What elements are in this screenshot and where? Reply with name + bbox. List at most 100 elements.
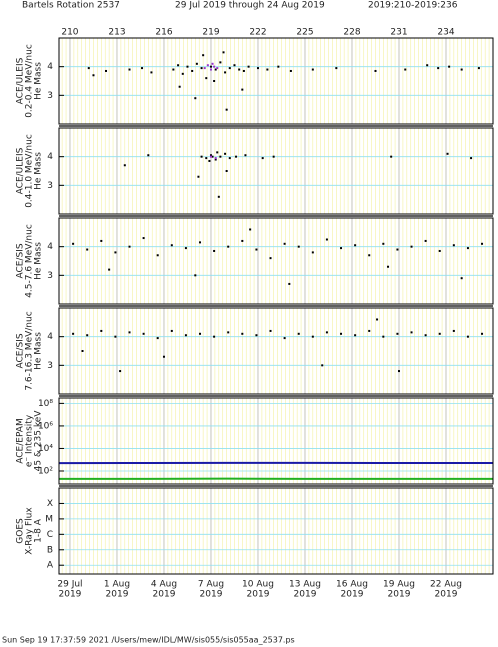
data-point (178, 85, 181, 88)
data-point (202, 54, 205, 57)
data-point (219, 61, 222, 64)
data-point (100, 239, 103, 242)
data-point (219, 155, 222, 158)
header-range: 29 Jul 2019 through 24 Aug 2019 (175, 1, 325, 11)
y-label-line: He Mass (34, 62, 44, 100)
data-point (335, 67, 338, 70)
panel-bg (59, 308, 493, 394)
data-point (368, 254, 371, 257)
data-point (87, 67, 90, 70)
data-point (247, 65, 250, 68)
data-point (283, 337, 286, 340)
data-point (200, 155, 203, 158)
y-label-line: 0.2-0.4 MeV/nuc (25, 44, 35, 118)
data-point (374, 69, 377, 72)
data-point (452, 329, 455, 332)
data-point (213, 65, 216, 68)
data-point (72, 332, 75, 335)
data-point (438, 332, 441, 335)
data-point (194, 97, 197, 100)
y-axis-label: ACE/SIS 4.5-7.6 MeV/nuc He Mass (16, 224, 44, 298)
data-point (437, 67, 440, 70)
y-axis-label: ACE/EPAM e⁻ Intensity 45 & 235 keV (16, 410, 44, 472)
y-label-line: ACE/ULEIS (16, 147, 26, 194)
y-tick-label: 3 (47, 91, 53, 101)
data-point (382, 335, 385, 338)
y-label-line: ACE/ULEIS (16, 57, 26, 104)
data-point (354, 244, 357, 247)
data-point (86, 248, 89, 251)
y-axis-label: ACE/ULEIS 0.4-1.0 MeV/nuc He Mass (16, 134, 44, 208)
data-point (214, 68, 217, 71)
panel-frame (58, 37, 494, 125)
data-point (283, 242, 286, 245)
y-label-line: 45 & 235 keV (34, 410, 44, 472)
x-date-label: 19 Aug (383, 580, 415, 590)
data-point (321, 364, 324, 367)
y-tick-label: 3 (47, 361, 53, 371)
header-doy: 2019:210-2019:236 (368, 1, 458, 11)
data-point (269, 329, 272, 332)
data-point (199, 332, 202, 335)
data-point (446, 152, 449, 155)
data-point (297, 245, 300, 248)
footer: Sun Sep 19 17:37:59 2021 /Users/mew/IDL/… (2, 636, 295, 645)
data-point (340, 247, 343, 250)
data-point (481, 332, 484, 335)
y-tick-label: 10⁴ (38, 444, 53, 454)
data-point (396, 332, 399, 335)
top-doy-label: 216 (155, 28, 172, 38)
x-date-label: 16 Aug (336, 580, 368, 590)
panel-bg (59, 488, 493, 574)
data-point (156, 337, 159, 340)
y-tick-label: 4 (47, 152, 53, 162)
data-point (311, 251, 314, 254)
top-doy-label: 210 (61, 28, 78, 38)
data-point (205, 157, 208, 160)
y-tick-label: 10⁸ (38, 399, 53, 409)
data-point (209, 68, 212, 71)
data-point (311, 68, 314, 71)
data-point (191, 69, 194, 72)
data-point (203, 67, 206, 70)
data-point (311, 335, 314, 338)
header-rotation: Bartels Rotation 2537 (22, 1, 120, 11)
data-point (228, 157, 231, 160)
data-point (390, 155, 393, 158)
data-point (269, 257, 272, 260)
data-point (477, 67, 480, 70)
data-point (128, 331, 131, 334)
data-point (325, 331, 328, 334)
data-point (156, 254, 159, 257)
data-point (209, 65, 212, 68)
data-point (205, 77, 208, 80)
data-point (211, 62, 214, 65)
y-label-line: e⁻ Intensity (25, 414, 35, 467)
x-year-label: 2019 (153, 590, 176, 600)
data-point (141, 67, 144, 70)
y-tick-label: A (47, 561, 54, 571)
data-point (481, 242, 484, 245)
y-label-line: ACE/SIS (16, 243, 26, 278)
data-point (105, 69, 108, 72)
y-label-line: GOES (16, 518, 26, 544)
panel-frame (58, 487, 494, 575)
y-tick-label: 4 (47, 332, 53, 342)
data-point (199, 241, 202, 244)
data-point (181, 72, 184, 75)
x-date-label: 22 Aug (430, 580, 462, 590)
y-tick-label: 3 (47, 271, 53, 281)
data-point (214, 157, 217, 160)
data-point (261, 157, 264, 160)
data-point (404, 68, 407, 71)
y-tick-label: 10² (38, 466, 53, 476)
data-point (266, 68, 269, 71)
data-point (184, 247, 187, 250)
y-label-line: ACE/SIS (16, 333, 26, 368)
data-point (272, 155, 275, 158)
x-year-label: 2019 (435, 590, 458, 600)
data-point (238, 68, 241, 71)
y-label-line: 1-8 A (34, 518, 44, 543)
data-point (244, 154, 247, 157)
data-point (224, 152, 227, 155)
